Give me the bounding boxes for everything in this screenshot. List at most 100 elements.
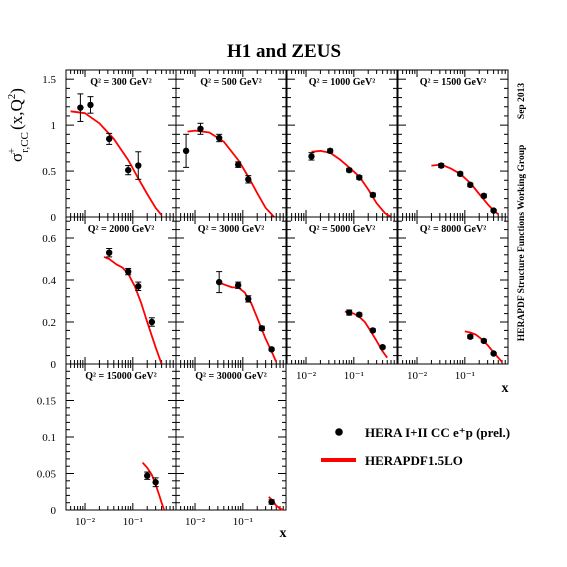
- data-point: [197, 125, 204, 132]
- y-tick-label: 0.05: [37, 469, 57, 481]
- panel-label: Q² = 15000 GeV²: [85, 371, 156, 382]
- y-tick-label: 0: [51, 359, 57, 371]
- data-point: [124, 166, 132, 174]
- data-point: [135, 162, 142, 169]
- panel-frame: [286, 69, 398, 218]
- data-point: [369, 191, 377, 199]
- legend: HERA I+II CC e⁺p (prel.) HERAPDF1.5LO: [321, 425, 510, 468]
- panel-6: Q² = 3000 GeV²: [175, 216, 287, 365]
- fit-curve: [70, 110, 163, 216]
- data-point: [345, 309, 353, 316]
- data-point: [144, 472, 151, 479]
- panel-8: Q² = 8000 GeV² 10⁻² 10⁻¹: [397, 216, 509, 382]
- data-point: [467, 333, 474, 340]
- x-tick-label: 10⁻¹: [455, 370, 475, 382]
- legend-data-label: HERA I+II CC e⁺p (prel.): [365, 425, 510, 440]
- data-point: [456, 170, 464, 178]
- panel-frame: [175, 69, 287, 218]
- y-tick-label: 0: [51, 505, 57, 517]
- panel-frame: [65, 363, 177, 511]
- group-note: HERAPDF Structure Functions Working Grou…: [517, 145, 527, 342]
- data-point: [105, 249, 113, 256]
- fit-curve: [311, 149, 392, 218]
- x-tick-label: 10⁻¹: [233, 516, 253, 528]
- data-point: [480, 337, 488, 345]
- panel-label: Q² = 8000 GeV²: [420, 224, 486, 235]
- y-tick-label: 0: [51, 212, 57, 224]
- x-tick-label: 10⁻¹: [344, 370, 364, 382]
- data-point: [135, 283, 142, 290]
- x-tick-label: 10⁻²: [296, 370, 317, 382]
- panel-grid: 0 0.5 1 1.5 0 0.2 0.4 0.6 0 0.05 0.1 0.15 Q² = 300 G…: [37, 69, 509, 528]
- y-tick-label: 0.6: [42, 233, 56, 245]
- x-axis-label-row3: x: [280, 526, 287, 541]
- legend-fit-label: HERAPDF1.5LO: [365, 453, 463, 468]
- data-point: [345, 166, 353, 174]
- data-point: [326, 147, 334, 155]
- panel-1: Q² = 300 GeV²: [65, 69, 177, 218]
- panel-label: Q² = 1500 GeV²: [420, 77, 486, 88]
- y-tick-label: 1.5: [42, 74, 56, 86]
- data-point: [245, 176, 252, 183]
- panel-7: Q² = 5000 GeV² 10⁻² 10⁻¹: [286, 216, 398, 382]
- panel-frame: [397, 69, 509, 218]
- panel-5: Q² = 2000 GeV²: [65, 216, 177, 365]
- panel-label: Q² = 300 GeV²: [90, 77, 151, 88]
- y-axis-label-sup: +: [6, 148, 18, 154]
- y-axis-label: σr,CC+ (x,Q2): [6, 88, 31, 162]
- fit-curve: [431, 163, 499, 215]
- y-tick-label: 0.5: [42, 166, 56, 178]
- data-point: [490, 207, 497, 214]
- data-point: [215, 134, 223, 142]
- legend-data-marker: [335, 428, 343, 436]
- y-axis-label-args: (x,Q: [7, 99, 26, 130]
- fit-curve: [187, 129, 275, 218]
- date-note: Sep 2013: [517, 83, 527, 119]
- panel-frame: [175, 363, 287, 511]
- panel-4: Q² = 1500 GeV²: [397, 69, 509, 218]
- panel-label: Q² = 5000 GeV²: [309, 224, 375, 235]
- panel-label: Q² = 3000 GeV²: [198, 224, 264, 235]
- data-point: [356, 174, 363, 181]
- y-tick-label: 0.15: [37, 396, 57, 408]
- y-tick-label: 1: [51, 120, 57, 132]
- panel-2: Q² = 500 GeV²: [175, 69, 287, 218]
- data-point: [308, 153, 315, 160]
- data-point: [356, 311, 363, 318]
- data-point: [87, 101, 94, 109]
- data-point: [152, 479, 159, 486]
- fit-curve: [103, 256, 163, 365]
- panel-frame: [397, 216, 509, 365]
- data-point: [77, 104, 84, 111]
- x-tick-label: 10⁻²: [407, 370, 428, 382]
- panel-9: Q² = 15000 GeV² 10⁻² 10⁻¹: [65, 363, 177, 528]
- fit-curve: [344, 310, 388, 359]
- panel-label: Q² = 500 GeV²: [200, 77, 261, 88]
- data-point: [480, 192, 488, 200]
- fit-curve: [217, 281, 278, 363]
- panel-frame: [65, 69, 177, 218]
- y-axis-label-sigma: σ: [7, 153, 26, 162]
- panel-frame: [286, 216, 398, 365]
- data-point: [490, 350, 497, 357]
- data-point: [215, 278, 223, 286]
- data-point: [437, 162, 445, 169]
- x-tick-label: 10⁻¹: [123, 516, 143, 528]
- data-point: [258, 325, 266, 332]
- data-point: [268, 498, 275, 506]
- y-axis-label-sup2: 2: [6, 94, 18, 100]
- data-point: [148, 318, 156, 326]
- y-tick-label: 0.1: [42, 432, 56, 444]
- data-point: [245, 295, 252, 303]
- data-point: [268, 346, 275, 353]
- data-point: [105, 135, 113, 143]
- data-point: [369, 327, 377, 334]
- y-axis-label-sub: r,CC: [19, 132, 31, 153]
- data-point: [182, 147, 190, 155]
- data-point: [124, 268, 132, 275]
- data-point: [234, 282, 242, 289]
- y-tick-label: 0.2: [42, 317, 56, 329]
- y-axis-label-close: ): [7, 88, 26, 94]
- panel-label: Q² = 1000 GeV²: [309, 77, 375, 88]
